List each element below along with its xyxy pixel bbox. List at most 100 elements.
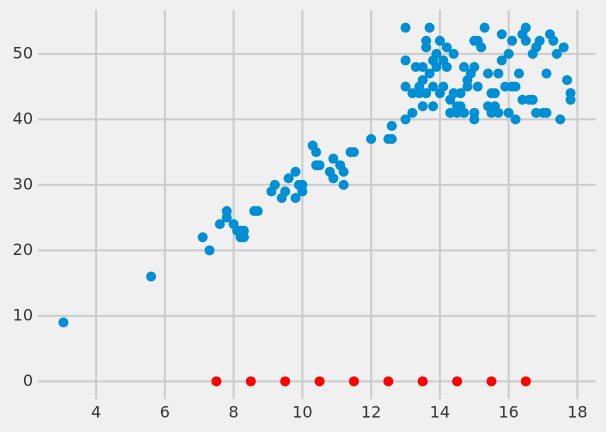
- point: [348, 147, 359, 158]
- point: [434, 35, 445, 46]
- x-tick-label: 10: [292, 403, 312, 422]
- point: [421, 35, 432, 46]
- x-tick-label: 18: [567, 403, 587, 422]
- point: [338, 179, 349, 190]
- point: [204, 245, 215, 256]
- point: [214, 219, 225, 230]
- point: [417, 376, 428, 387]
- point: [510, 81, 521, 92]
- point: [507, 35, 518, 46]
- y-tick-label: 40: [13, 109, 33, 128]
- point: [458, 107, 469, 118]
- point: [496, 29, 507, 40]
- point: [146, 271, 157, 282]
- point: [221, 206, 232, 217]
- point: [400, 114, 411, 125]
- point: [520, 22, 531, 33]
- point: [211, 376, 222, 387]
- point: [483, 68, 494, 79]
- point: [510, 114, 521, 125]
- point: [562, 75, 573, 86]
- point: [424, 22, 435, 33]
- point: [290, 166, 301, 177]
- point: [445, 107, 456, 118]
- point: [448, 48, 459, 59]
- point: [386, 134, 397, 145]
- point: [541, 107, 552, 118]
- point: [238, 225, 249, 236]
- point: [531, 107, 542, 118]
- x-tick-label: 14: [430, 403, 450, 422]
- point: [558, 42, 569, 53]
- point: [469, 61, 480, 72]
- x-tick-label: 4: [91, 403, 101, 422]
- point: [414, 88, 425, 99]
- point: [407, 107, 418, 118]
- point: [476, 42, 487, 53]
- point: [252, 206, 263, 217]
- point: [348, 376, 359, 387]
- point: [520, 35, 531, 46]
- point: [421, 88, 432, 99]
- point: [338, 166, 349, 177]
- point: [431, 61, 442, 72]
- x-tick-label: 6: [160, 403, 170, 422]
- point: [455, 88, 466, 99]
- y-tick-label: 20: [13, 240, 33, 259]
- point: [493, 107, 504, 118]
- point: [297, 179, 308, 190]
- point: [314, 376, 325, 387]
- point: [472, 81, 483, 92]
- point: [410, 61, 421, 72]
- point: [489, 88, 500, 99]
- point: [314, 160, 325, 171]
- point: [469, 107, 480, 118]
- point: [441, 42, 452, 53]
- y-tick-label: 30: [13, 174, 33, 193]
- x-tick-label: 12: [361, 403, 381, 422]
- x-tick-label: 16: [498, 403, 518, 422]
- y-tick-label: 0: [23, 371, 33, 390]
- point: [496, 55, 507, 66]
- point: [452, 376, 463, 387]
- point: [400, 22, 411, 33]
- point: [58, 317, 69, 328]
- point: [520, 376, 531, 387]
- point: [500, 81, 511, 92]
- point: [431, 48, 442, 59]
- point: [417, 75, 428, 86]
- point: [541, 68, 552, 79]
- point: [517, 94, 528, 105]
- point: [503, 48, 514, 59]
- point: [551, 48, 562, 59]
- point: [428, 101, 439, 112]
- x-tick-label: 8: [229, 403, 239, 422]
- point: [548, 35, 559, 46]
- point: [417, 61, 428, 72]
- point: [269, 179, 280, 190]
- point: [424, 68, 435, 79]
- point: [448, 88, 459, 99]
- point: [479, 22, 490, 33]
- point: [441, 61, 452, 72]
- point: [428, 81, 439, 92]
- point: [503, 107, 514, 118]
- point: [400, 81, 411, 92]
- point: [555, 114, 566, 125]
- point: [565, 94, 576, 105]
- point: [283, 173, 294, 184]
- point: [417, 101, 428, 112]
- point: [493, 68, 504, 79]
- point: [290, 192, 301, 203]
- point: [407, 88, 418, 99]
- point: [386, 120, 397, 131]
- point: [366, 134, 377, 145]
- point: [245, 376, 256, 387]
- point: [328, 153, 339, 164]
- point: [438, 81, 449, 92]
- point: [458, 61, 469, 72]
- point: [280, 186, 291, 197]
- point: [534, 35, 545, 46]
- point: [527, 94, 538, 105]
- point: [280, 376, 291, 387]
